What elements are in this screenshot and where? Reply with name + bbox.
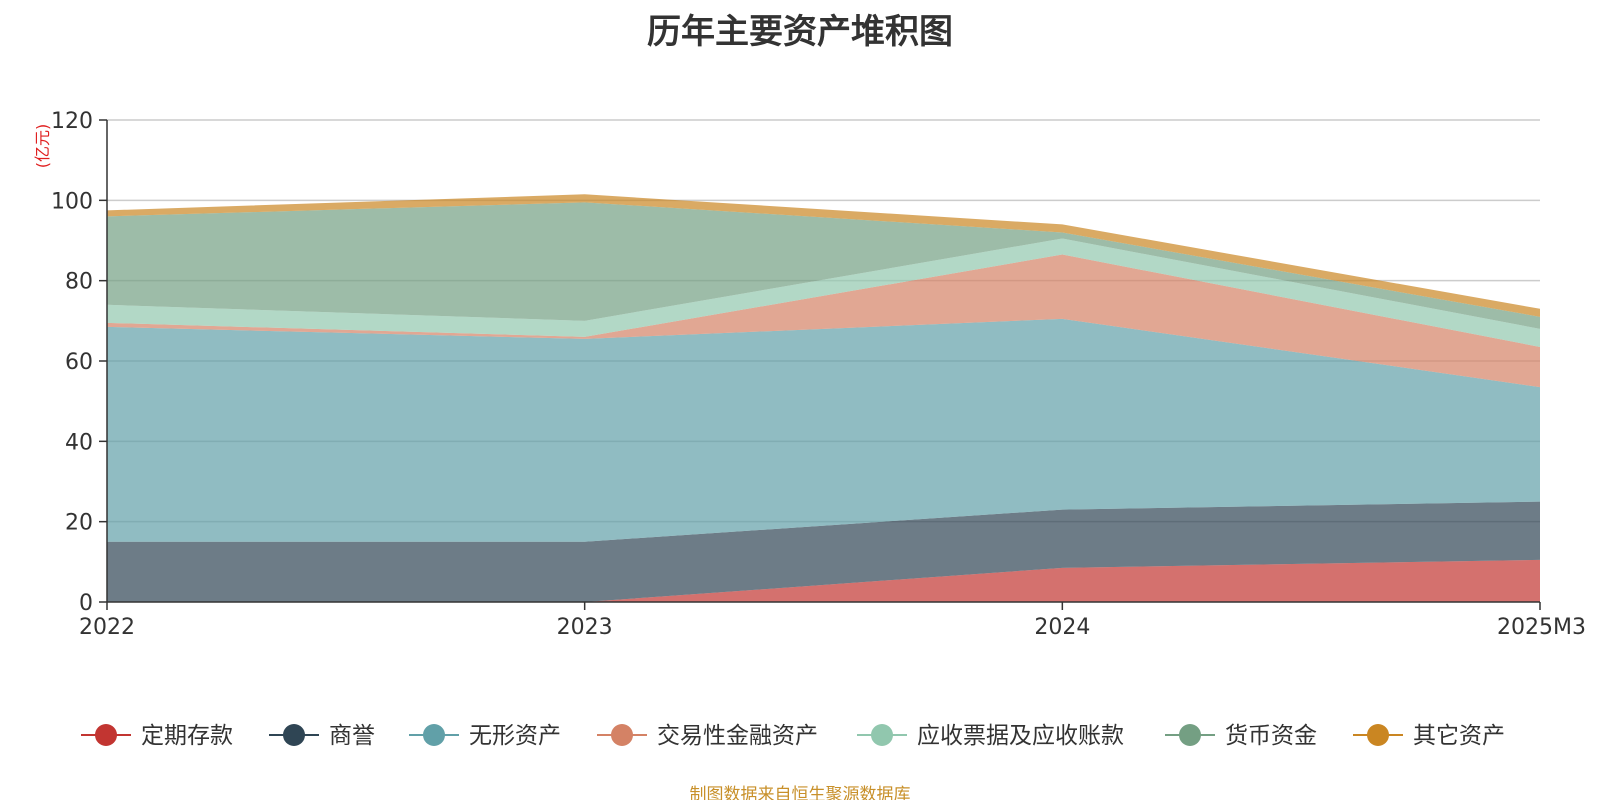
x-tick-label: 2025M3 [1497, 615, 1586, 640]
area-series-2 [107, 318, 1540, 542]
legend-marker-5 [1179, 724, 1201, 746]
legend-marker-2 [423, 724, 445, 746]
legend-marker-6 [1367, 724, 1389, 746]
area-series-4 [107, 238, 1540, 347]
y-tick-label: 60 [65, 350, 93, 375]
legend-marker-3 [611, 724, 633, 746]
area-series-3 [107, 254, 1540, 388]
source-note: 制图数据来自恒生聚源数据库 [689, 785, 911, 800]
legend-label-4: 应收票据及应收账款 [917, 723, 1124, 749]
legend-marker-1 [283, 724, 305, 746]
stacked-area-chart: 0 20 40 60 80 100 120(亿元) 2022 2023 2024 2025M3 定期存… [33, 109, 1586, 749]
y-tick-label: 80 [65, 270, 93, 295]
legend-label-0: 定期存款 [141, 723, 233, 749]
legend-label-1: 商誉 [329, 723, 375, 749]
area-series-5 [107, 202, 1540, 329]
y-axis-unit-label: (亿元) [33, 124, 52, 169]
area-series-0 [107, 559, 1540, 602]
legend-label-6: 其它资产 [1413, 723, 1505, 749]
y-tick-label: 120 [51, 109, 93, 134]
y-tick-label: 40 [65, 430, 93, 455]
legend-label-5: 货币资金 [1225, 723, 1317, 749]
chart-title: 历年主要资产堆积图 [647, 12, 953, 52]
legend-marker-4 [871, 724, 893, 746]
legend-marker-0 [95, 724, 117, 746]
y-tick-label: 100 [51, 189, 93, 214]
area-series-1 [107, 501, 1540, 602]
x-tick-label: 2023 [557, 615, 613, 640]
legend-label-2: 无形资产 [469, 723, 561, 749]
x-tick-label: 2024 [1034, 615, 1090, 640]
x-tick-label: 2022 [79, 615, 135, 640]
y-tick-label: 0 [79, 591, 93, 616]
area-series-6 [107, 194, 1540, 317]
legend-label-3: 交易性金融资产 [657, 723, 818, 749]
y-tick-label: 20 [65, 511, 93, 536]
